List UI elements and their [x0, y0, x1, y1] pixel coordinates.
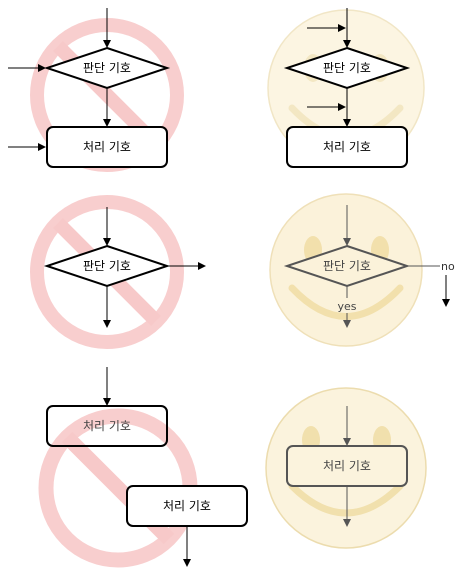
- panel-right-decision-labeled: 판단 기호 no yes: [283, 205, 455, 328]
- process-shape: [46, 405, 168, 447]
- yes-label: yes: [337, 300, 356, 313]
- panel-right-connected-process: 처리 기호: [286, 406, 408, 527]
- panel-wrong-multiple-inputs: 판단 기호 처리 기호: [8, 8, 171, 168]
- decision-label: 판단 기호: [83, 259, 131, 273]
- decision-label: 판단 기호: [323, 259, 371, 273]
- process-label: 처리 기호: [323, 459, 371, 473]
- process-label: 처리 기호: [83, 140, 131, 154]
- no-label: no: [441, 260, 455, 273]
- process-label: 처리 기호: [163, 499, 211, 513]
- decision-label: 판단 기호: [83, 61, 131, 75]
- process-label: 처리 기호: [83, 419, 131, 433]
- process-shape: [46, 126, 168, 168]
- panel-wrong-disconnected-process: 처리 기호 처리 기호: [46, 367, 248, 567]
- process-label: 처리 기호: [323, 140, 371, 154]
- decision-label: 판단 기호: [323, 61, 371, 75]
- panel-wrong-decision-unlabeled: 판단 기호: [43, 207, 206, 328]
- panel-right-single-input: 판단 기호 처리 기호: [283, 8, 411, 168]
- process-shape: [286, 126, 408, 168]
